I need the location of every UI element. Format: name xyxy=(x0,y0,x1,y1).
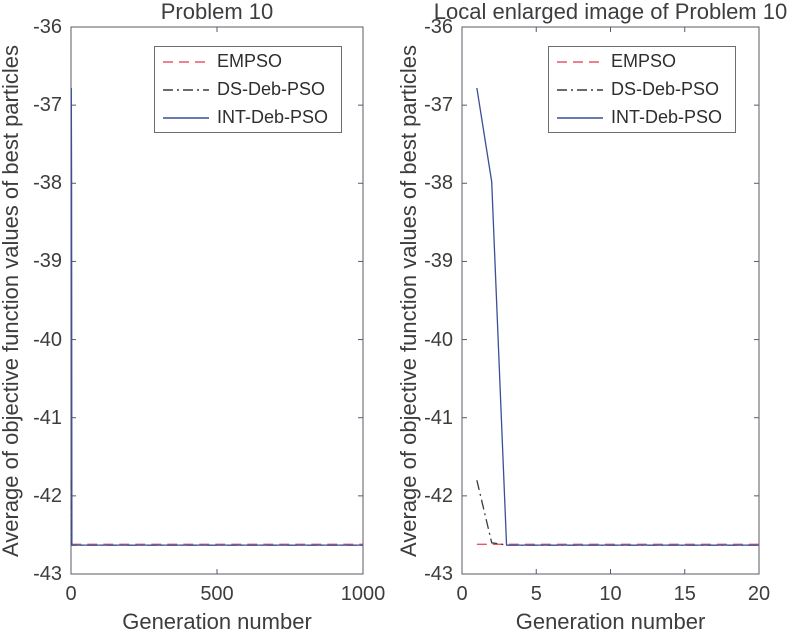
series-line-int-deb-pso xyxy=(70,87,363,546)
legend-label-int-deb-pso: INT-Deb-PSO xyxy=(611,107,723,127)
x-tick-label: 10 xyxy=(599,583,622,605)
legend-entry-ds-deb-pso: DS-Deb-PSO xyxy=(155,76,341,103)
y-tick-label: -38 xyxy=(33,172,62,195)
series-line-ds-deb-pso xyxy=(476,480,759,546)
right-plot-title-text: Local enlarged image of Problem 10 xyxy=(433,0,788,24)
left-plot-title: Problem 10 xyxy=(71,0,363,26)
ds-deb-pso-line-sample xyxy=(163,88,209,91)
left-plot-y-axis-label: Average of objective function values of … xyxy=(0,45,23,558)
x-tick-label: 0 xyxy=(65,583,77,605)
x-tick-label: 1000 xyxy=(340,583,386,605)
legend-entry-empso: EMPSO xyxy=(549,48,735,75)
ds-deb-pso-line-sample xyxy=(557,88,603,91)
legend-entry-int-deb-pso: INT-Deb-PSO xyxy=(549,104,735,131)
right-plot-title: Local enlarged image of Problem 10 xyxy=(434,0,787,26)
legend-label-empso: EMPSO xyxy=(611,51,677,71)
left-plot-title-text: Problem 10 xyxy=(160,0,274,24)
y-tick-label: -37 xyxy=(33,94,62,117)
int-deb-pso-line-sample xyxy=(163,116,209,119)
x-tick-label: 15 xyxy=(673,583,696,605)
y-tick-label: -40 xyxy=(424,328,453,351)
legend-label-empso: EMPSO xyxy=(217,51,283,71)
y-tick-label: -38 xyxy=(424,172,453,195)
x-tick-label: 500 xyxy=(200,583,234,605)
y-tick-label: -40 xyxy=(33,328,62,351)
empso-line-sample xyxy=(163,60,209,63)
empso-line-sample xyxy=(557,60,603,63)
legend-label-int-deb-pso: INT-Deb-PSO xyxy=(217,107,329,127)
series-line-ds-deb-pso xyxy=(70,480,363,546)
y-tick-label: -41 xyxy=(424,406,453,429)
right-plot-y-axis-label: Average of objective function values of … xyxy=(396,45,421,558)
legend-entry-int-deb-pso: INT-Deb-PSO xyxy=(155,104,341,131)
legend-entry-ds-deb-pso: DS-Deb-PSO xyxy=(549,76,735,103)
left-plot-x-axis-label: Generation number xyxy=(122,609,312,634)
legend-entry-empso: EMPSO xyxy=(155,48,341,75)
legend-label-ds-deb-pso: DS-Deb-PSO xyxy=(611,79,720,99)
y-tick-label: -43 xyxy=(424,563,453,585)
y-tick-label: -43 xyxy=(33,563,62,585)
left-plot-legend: EMPSO DS-Deb-PSO INT-Deb-PSO xyxy=(154,46,342,133)
left-plot-area xyxy=(70,26,364,575)
series-line-int-deb-pso xyxy=(476,87,759,546)
right-plot-legend: EMPSO DS-Deb-PSO INT-Deb-PSO xyxy=(548,46,736,133)
legend-label-ds-deb-pso: DS-Deb-PSO xyxy=(217,79,326,99)
y-tick-label: -39 xyxy=(33,250,62,273)
x-tick-label: 0 xyxy=(456,583,468,605)
int-deb-pso-line-sample xyxy=(557,116,603,119)
y-tick-label: -41 xyxy=(33,406,62,429)
y-tick-label: -36 xyxy=(424,16,453,38)
right-plot-x-axis-label: Generation number xyxy=(515,609,706,634)
y-tick-label: -37 xyxy=(424,94,453,117)
y-tick-label: -42 xyxy=(424,484,453,507)
y-tick-label: -42 xyxy=(33,484,62,507)
x-tick-label: 5 xyxy=(530,583,542,605)
x-tick-label: 20 xyxy=(747,583,771,605)
y-tick-label: -39 xyxy=(424,250,453,273)
right-plot-area xyxy=(461,26,760,575)
y-tick-label: -36 xyxy=(33,16,62,38)
